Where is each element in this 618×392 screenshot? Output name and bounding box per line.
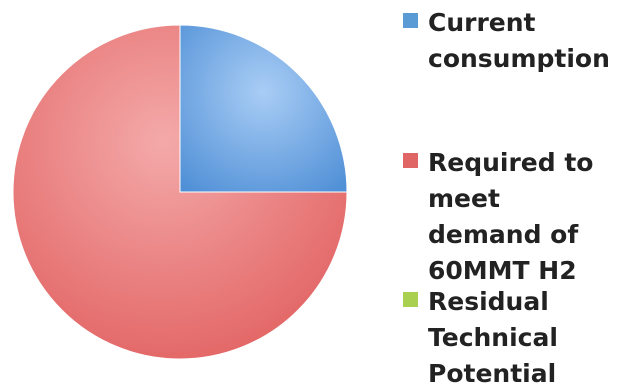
legend-label: Required to meet demand of 60MMT H2	[428, 148, 594, 285]
legend-swatch-green	[403, 292, 418, 307]
legend-label: Current consumption	[428, 8, 610, 73]
legend-swatch-red	[403, 153, 418, 168]
pie-slice-current-consumption	[179, 24, 348, 193]
legend-swatch-blue	[403, 13, 418, 28]
pie-slice-required-to-meet-demand-of-60mmt-h2	[12, 24, 348, 360]
legend-label: Residual Technical Potential	[428, 287, 558, 388]
